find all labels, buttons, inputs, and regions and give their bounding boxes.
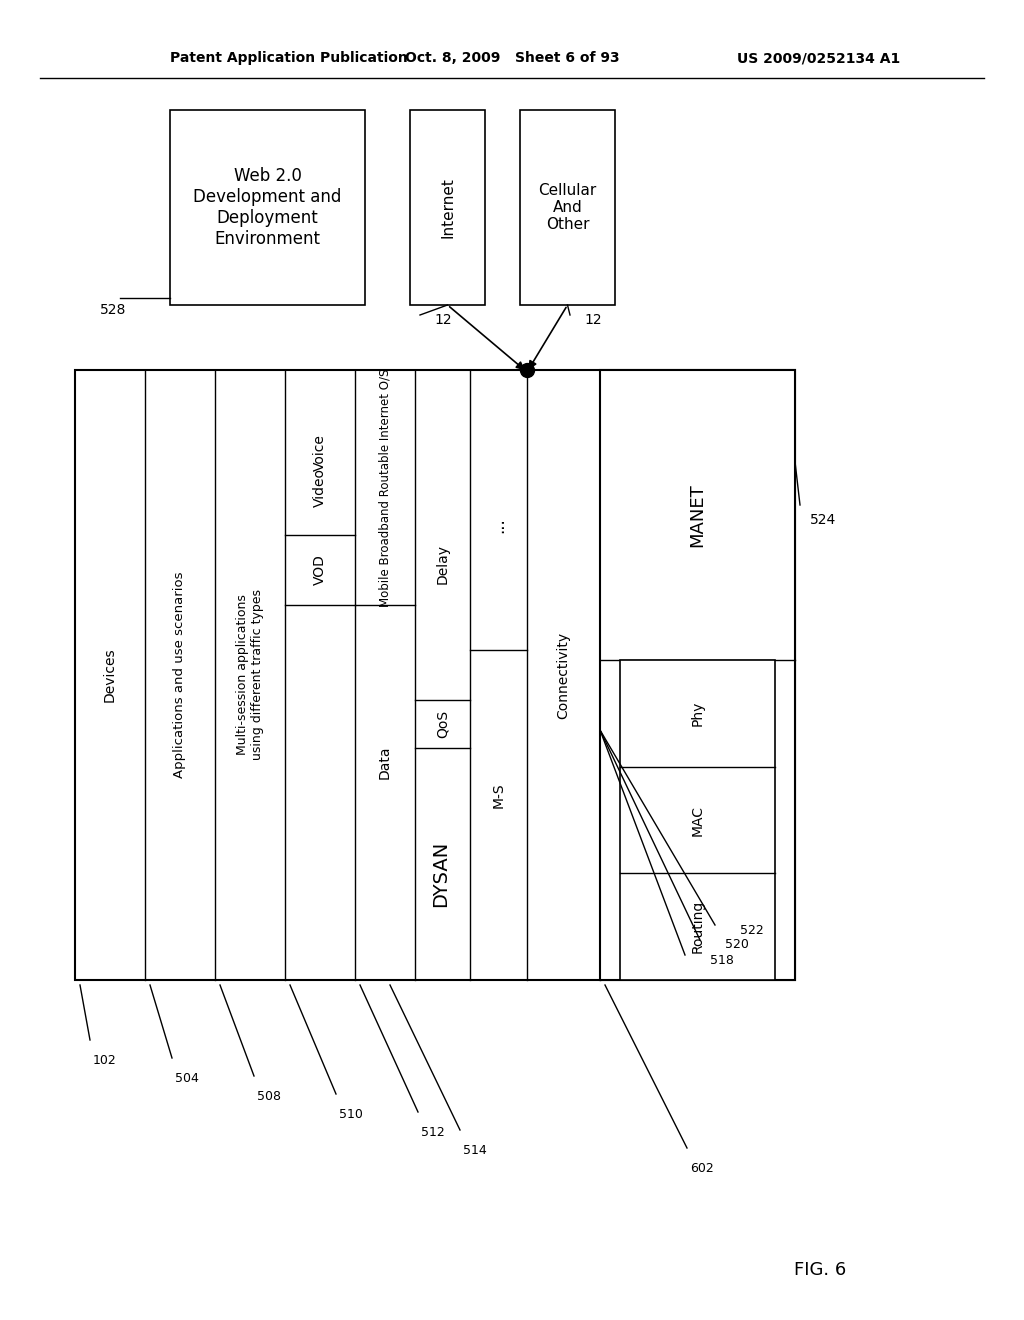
Text: Applications and use scenarios: Applications and use scenarios <box>173 572 186 779</box>
Text: M-S: M-S <box>492 783 506 808</box>
Text: 102: 102 <box>93 1053 117 1067</box>
Text: 518: 518 <box>710 953 734 966</box>
Text: Connectivity: Connectivity <box>556 631 570 718</box>
Text: 510: 510 <box>339 1107 362 1121</box>
Bar <box>170 110 365 305</box>
Text: 514: 514 <box>463 1143 486 1156</box>
Bar <box>410 110 485 305</box>
Text: MAC: MAC <box>690 804 705 836</box>
Text: 528: 528 <box>100 304 126 317</box>
Text: DYSAN: DYSAN <box>431 841 451 907</box>
Text: Voice: Voice <box>313 434 327 471</box>
Text: Delay: Delay <box>435 544 450 583</box>
Bar <box>620 660 775 979</box>
Text: 12: 12 <box>434 313 452 327</box>
Text: Multi-session applications
using different traffic types: Multi-session applications using differe… <box>236 590 264 760</box>
Text: 508: 508 <box>257 1089 281 1102</box>
Text: Routing: Routing <box>690 900 705 953</box>
Bar <box>600 370 795 979</box>
Text: US 2009/0252134 A1: US 2009/0252134 A1 <box>736 51 900 65</box>
Text: Patent Application Publication: Patent Application Publication <box>170 51 408 65</box>
Text: Mobile Broadband Routable Internet O/S: Mobile Broadband Routable Internet O/S <box>379 368 391 607</box>
Text: MANET: MANET <box>688 483 707 546</box>
Text: ...: ... <box>489 517 508 533</box>
Text: 12: 12 <box>584 313 602 327</box>
Bar <box>75 370 795 979</box>
Text: 512: 512 <box>421 1126 444 1138</box>
Text: QoS: QoS <box>435 710 450 738</box>
Text: Internet: Internet <box>440 177 455 238</box>
Text: 520: 520 <box>725 939 749 952</box>
Text: Web 2.0
Development and
Deployment
Environment: Web 2.0 Development and Deployment Envir… <box>194 168 342 248</box>
Text: Data: Data <box>378 746 392 779</box>
Text: Phy: Phy <box>690 701 705 726</box>
Text: Cellular
And
Other: Cellular And Other <box>539 182 597 232</box>
Text: Oct. 8, 2009   Sheet 6 of 93: Oct. 8, 2009 Sheet 6 of 93 <box>404 51 620 65</box>
Text: 522: 522 <box>740 924 764 936</box>
Text: 524: 524 <box>810 513 837 527</box>
Text: 602: 602 <box>690 1162 714 1175</box>
Text: FIG. 6: FIG. 6 <box>794 1261 846 1279</box>
Text: Video: Video <box>313 469 327 507</box>
Bar <box>520 110 615 305</box>
Text: VOD: VOD <box>313 554 327 586</box>
Text: Devices: Devices <box>103 648 117 702</box>
Text: 504: 504 <box>175 1072 199 1085</box>
